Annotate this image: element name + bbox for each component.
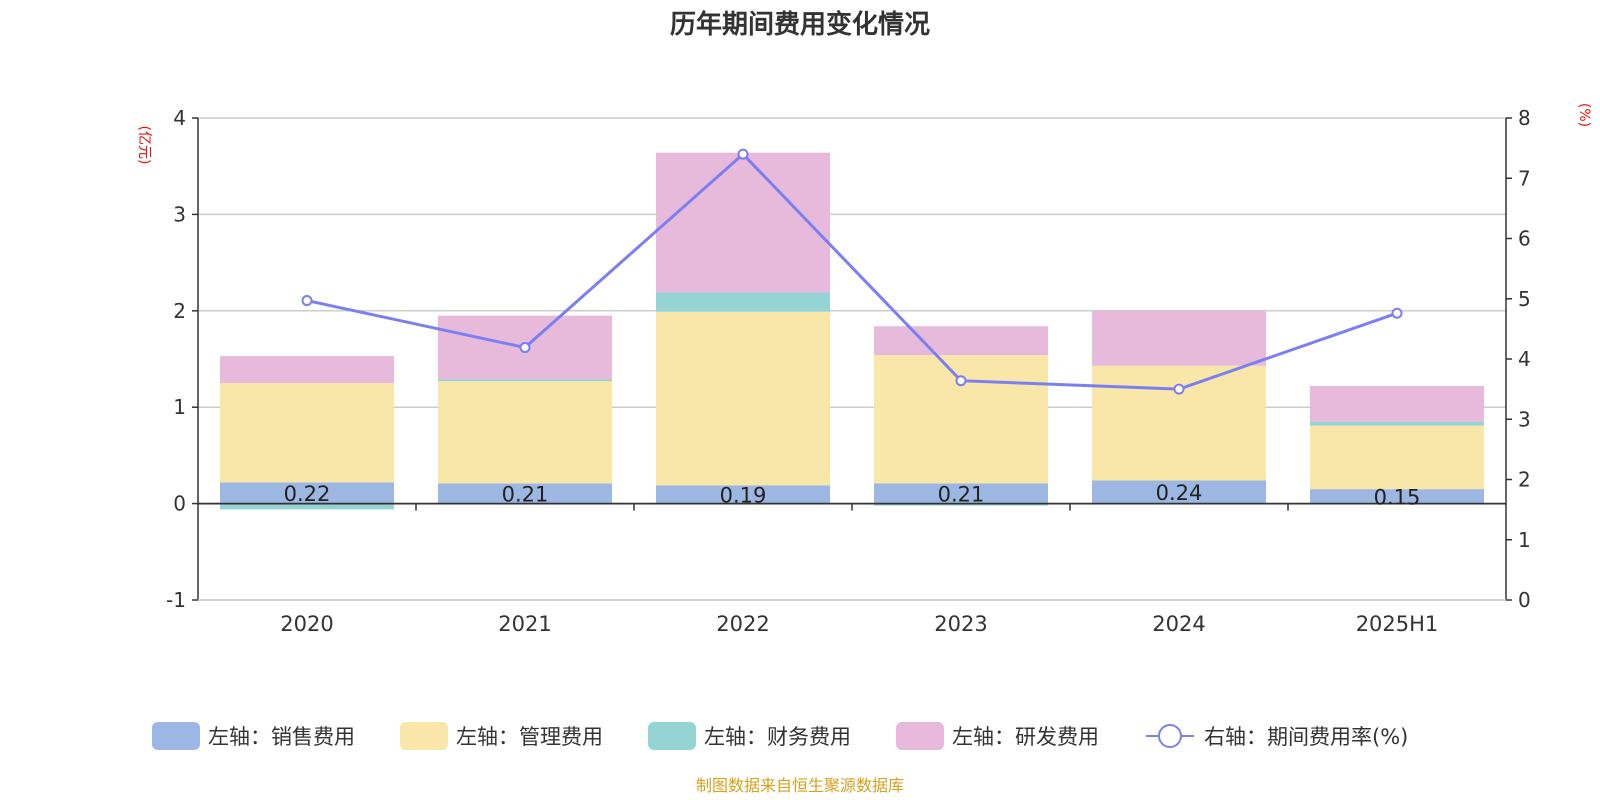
legend-swatch xyxy=(152,722,200,750)
right-tick-label: 3 xyxy=(1518,407,1531,431)
bar-segment xyxy=(1092,365,1266,481)
right-axis-unit: (%) xyxy=(1576,103,1592,127)
bar-segment xyxy=(438,379,612,382)
data-labels: 0.22 0.21 0.19 0.21 0.24 0.15 xyxy=(284,481,1421,509)
right-tick-label: 8 xyxy=(1518,106,1531,130)
x-tick-label: 2025H1 xyxy=(1356,612,1439,636)
bar-segment xyxy=(1092,310,1266,366)
x-tick-label: 2024 xyxy=(1152,612,1205,636)
chart-title: 历年期间费用变化情况 xyxy=(670,9,930,40)
rate-line xyxy=(306,152,1398,391)
bar-segment xyxy=(1310,385,1484,422)
rate-point xyxy=(519,342,531,354)
axes: -1 0 1 2 3 4 0 1 2 3 4 5 6 7 8 2020 2021 2022 2023 2024 2025… xyxy=(166,106,1531,636)
left-tick-label: 4 xyxy=(173,106,186,130)
left-tick-label: 3 xyxy=(173,202,186,226)
left-tick-label: -1 xyxy=(166,588,186,612)
legend-label: 左轴：管理费用 xyxy=(456,725,603,749)
data-label: 0.22 xyxy=(284,482,331,506)
bar-segment xyxy=(220,503,394,510)
data-label: 0.19 xyxy=(720,483,767,507)
rate-point xyxy=(955,375,967,387)
bar-series xyxy=(220,152,1484,510)
data-label: 0.15 xyxy=(1374,485,1421,509)
right-tick-label: 4 xyxy=(1518,347,1531,371)
bar-segment xyxy=(1092,480,1266,504)
bar-segment xyxy=(220,482,394,504)
bar-segment xyxy=(1310,489,1484,504)
right-tick-label: 6 xyxy=(1518,227,1531,251)
bar-segment xyxy=(656,311,830,486)
legend-swatch xyxy=(648,722,696,750)
legend-label: 左轴：财务费用 xyxy=(704,725,851,749)
data-label: 0.21 xyxy=(938,482,985,506)
bar-segment xyxy=(874,326,1048,356)
left-axis-unit: (亿元) xyxy=(136,126,152,165)
x-tick-label: 2021 xyxy=(498,612,551,636)
right-tick-label: 1 xyxy=(1518,528,1531,552)
legend-marker-icon xyxy=(1158,724,1182,748)
gridlines xyxy=(198,117,1506,601)
legend-label: 左轴：销售费用 xyxy=(208,725,355,749)
bar-segment xyxy=(220,383,394,483)
left-tick-label: 2 xyxy=(173,299,186,323)
data-label: 0.24 xyxy=(1156,481,1203,505)
bar-segment xyxy=(1310,425,1484,490)
rate-point xyxy=(737,148,749,160)
right-tick-label: 7 xyxy=(1518,166,1531,190)
bar-segment xyxy=(438,381,612,484)
rate-point xyxy=(301,295,313,307)
bar-segment xyxy=(874,503,1048,506)
bar-segment xyxy=(656,485,830,504)
bar-segment xyxy=(656,292,830,312)
legend-label: 右轴：期间费用率(%) xyxy=(1204,725,1408,749)
right-tick-label: 2 xyxy=(1518,468,1531,492)
legend-swatch xyxy=(896,722,944,750)
rate-point xyxy=(1173,383,1185,395)
legend: 左轴：销售费用 左轴：管理费用 左轴：财务费用 左轴：研发费用 右轴：期间费用率(%) xyxy=(152,722,1408,750)
x-tick-label: 2020 xyxy=(280,612,333,636)
x-tick-label: 2023 xyxy=(934,612,987,636)
left-tick-label: 0 xyxy=(173,492,186,516)
bar-segment xyxy=(874,355,1048,484)
bar-segment xyxy=(438,483,612,504)
left-tick-label: 1 xyxy=(173,395,186,419)
right-tick-label: 0 xyxy=(1518,588,1531,612)
bar-segment xyxy=(656,152,830,293)
bar-segment xyxy=(874,483,1048,504)
data-label: 0.21 xyxy=(502,482,549,506)
bar-segment xyxy=(220,356,394,384)
source-note: 制图数据来自恒生聚源数据库 xyxy=(696,776,904,795)
rate-point xyxy=(1391,307,1403,319)
bar-segment xyxy=(1310,421,1484,426)
legend-swatch xyxy=(400,722,448,750)
legend-label: 左轴：研发费用 xyxy=(952,725,1099,749)
right-tick-label: 5 xyxy=(1518,287,1531,311)
rate-line-series xyxy=(301,148,1403,395)
x-tick-label: 2022 xyxy=(716,612,769,636)
